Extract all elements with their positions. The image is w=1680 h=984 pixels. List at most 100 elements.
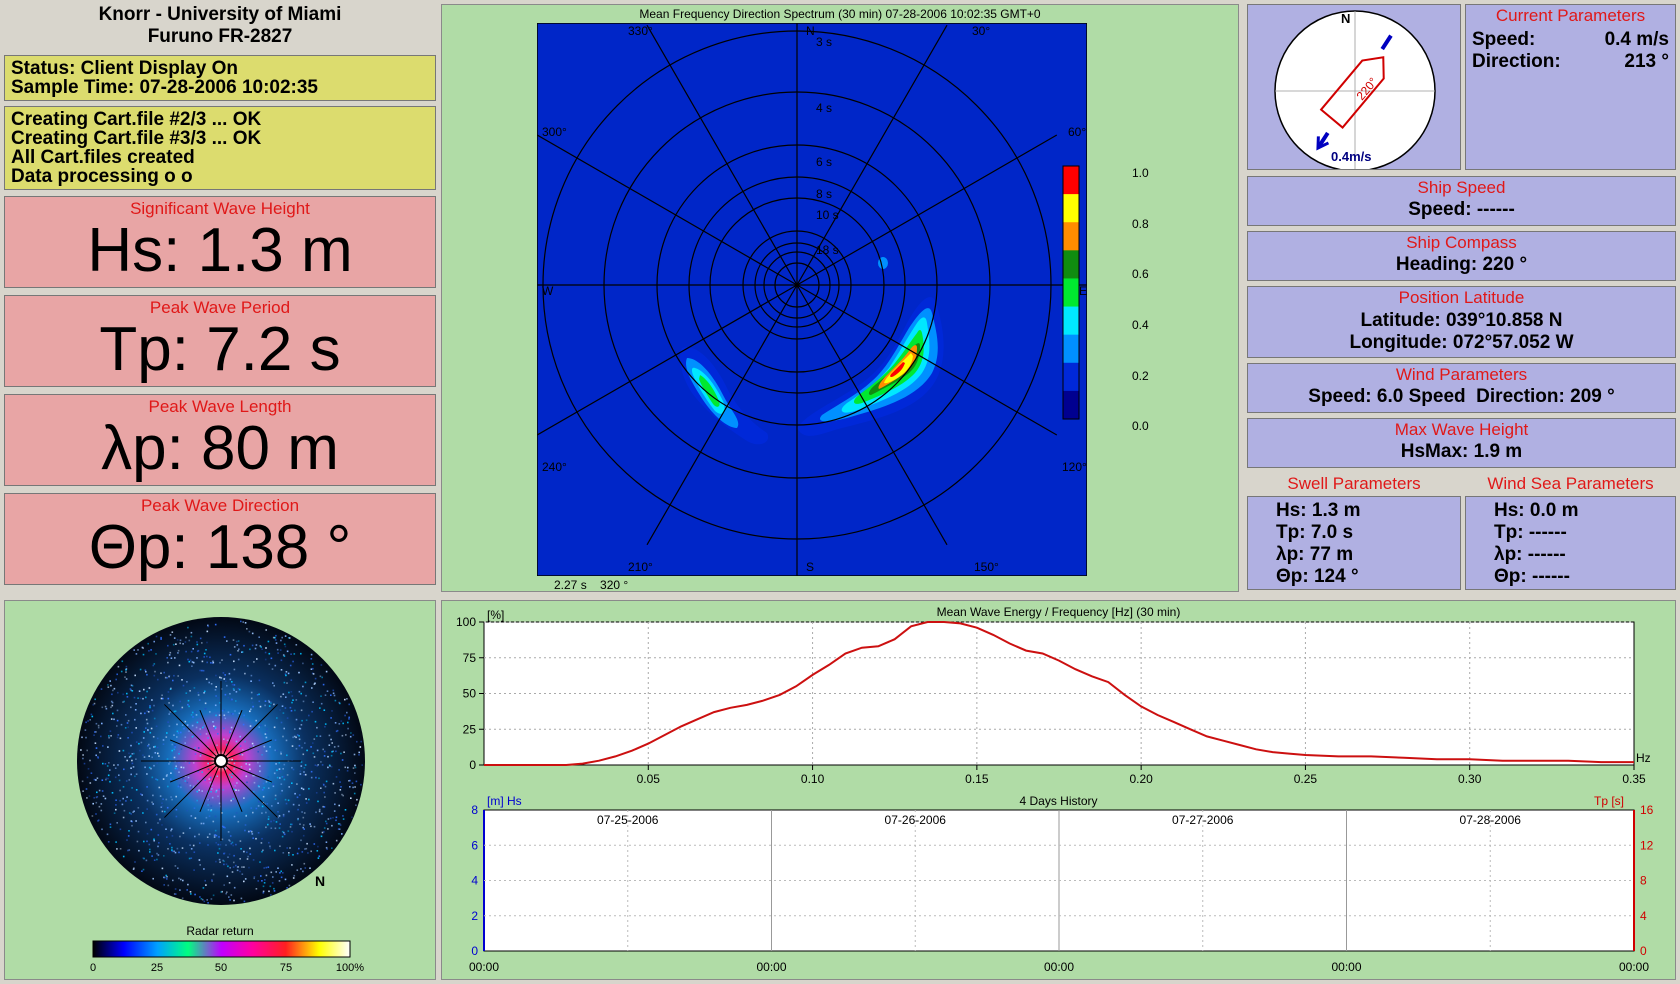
radar-echo (267, 866, 270, 868)
radar-echo (174, 710, 177, 712)
radar-echo (181, 847, 184, 849)
radar-echo (306, 749, 308, 752)
radar-echo (161, 810, 164, 813)
radar-echo (203, 692, 205, 694)
radar-echo (87, 720, 89, 722)
radar-echo (256, 658, 258, 660)
radar-spoke (169, 760, 222, 783)
radar-echo (218, 702, 221, 704)
radar-echo (342, 794, 344, 797)
radar-echo (226, 875, 229, 878)
radar-echo (186, 889, 188, 891)
radar-echo (176, 847, 179, 850)
radar-echo (316, 735, 318, 737)
radar-echo (272, 785, 275, 788)
radar-echo (188, 705, 190, 708)
radar-legend-tick: 0 (90, 962, 96, 974)
radar-echo (192, 661, 195, 664)
radar-echo (342, 815, 344, 817)
colorbar-swatch (1063, 166, 1079, 195)
radar-echo (151, 801, 153, 804)
radar-echo (323, 831, 325, 833)
radar-echo (135, 727, 137, 729)
radar-echo (269, 847, 272, 849)
radar-echo (149, 851, 151, 853)
radar-echo (161, 867, 164, 870)
radar-echo (281, 830, 284, 833)
radar-echo (208, 681, 210, 684)
radar-echo (290, 691, 293, 693)
history-grid (484, 810, 1634, 951)
radar-echo (237, 820, 240, 823)
radar-echo (229, 867, 231, 869)
radar-echo (137, 830, 140, 833)
radar-echo (264, 733, 267, 735)
bearing-300: 300° (542, 125, 567, 139)
radar-echo (292, 768, 295, 771)
radar-echo (264, 658, 267, 661)
radar-echo (177, 649, 180, 652)
history-left-tick: 4 (471, 874, 478, 888)
swell-hs: Hs: 1.3 m (1276, 500, 1361, 521)
radar-echo (92, 703, 95, 706)
history-chart[interactable]: 8 166 124 82 40 007-25-2006 07-26-2006 07-27-20… (442, 601, 1677, 981)
polar-spectrum[interactable] (537, 23, 1137, 583)
radar-echo (338, 769, 340, 771)
radar-echo (85, 788, 88, 790)
radar-echo (157, 822, 159, 824)
radar-image[interactable]: N Radar return 0 25 50 75 100% (5, 601, 435, 979)
radar-echo (251, 632, 254, 635)
bearing-30: 30° (972, 24, 991, 38)
radar-echo (267, 815, 270, 818)
radar-echo (244, 878, 247, 880)
radar-echo (304, 742, 306, 744)
radar-echo (288, 810, 290, 813)
radar-echo (264, 651, 267, 654)
radar-echo (158, 842, 160, 844)
radar-echo (121, 803, 124, 806)
radar-echo (295, 747, 298, 750)
radar-echo (358, 751, 360, 754)
radar-echo (280, 783, 283, 785)
radar-echo (317, 857, 320, 859)
ship-speed-panel: Ship Speed Speed: ------ (1247, 176, 1676, 226)
radar-echo (167, 721, 169, 723)
radar-echo (262, 849, 264, 852)
radar-echo (292, 877, 295, 879)
radar-echo (332, 692, 335, 695)
radar-echo (273, 684, 275, 687)
radar-echo (190, 857, 193, 859)
radar-echo (277, 652, 279, 654)
radar-echo (218, 714, 221, 716)
radar-echo (235, 864, 237, 867)
current-speed-label: 0.4m/s (1331, 149, 1371, 164)
radar-echo (187, 776, 190, 779)
radar-echo (289, 847, 291, 849)
radar-echo (198, 789, 200, 791)
radar-echo (134, 709, 137, 711)
radar-echo (283, 655, 286, 657)
radar-echo (146, 722, 149, 725)
position-panel: Position Latitude Latitude: 039°10.858 N… (1247, 286, 1676, 358)
radar-returns (80, 620, 363, 904)
radar-echo (230, 776, 233, 778)
bearing-spoke (537, 134, 798, 286)
current-arrow-icon (1316, 34, 1393, 151)
radar-echo (130, 813, 132, 815)
radar-echo (303, 773, 305, 776)
radar-echo (190, 815, 193, 817)
radar-echo (174, 851, 177, 854)
radar-echo (177, 785, 180, 788)
radar-echo (237, 650, 239, 652)
radar-echo (348, 718, 350, 720)
radar-echo (245, 814, 248, 816)
radar-echo (272, 636, 275, 639)
radar-echo (108, 736, 110, 739)
max-wave-title: Max Wave Height (1394, 420, 1529, 439)
radar-echo (277, 867, 279, 869)
radar-echo (248, 866, 250, 869)
radar-echo (320, 695, 322, 697)
radar-echo (338, 823, 341, 825)
current-direction-label: Direction: (1472, 51, 1561, 72)
